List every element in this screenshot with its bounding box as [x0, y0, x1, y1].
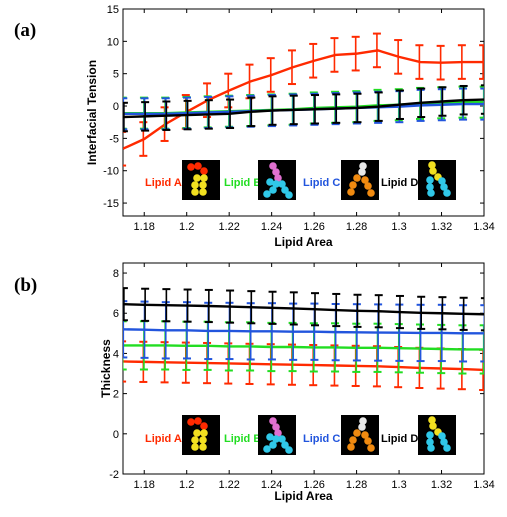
x-tick-label: 1.3 [391, 479, 406, 491]
series-lipid-d [123, 287, 484, 332]
x-tick-label: 1.18 [134, 221, 155, 233]
x-axis-label: Lipid Area [274, 235, 333, 249]
y-tick-label: -10 [103, 166, 119, 178]
series-line [123, 100, 484, 115]
legend-entry: Lipid B [224, 433, 261, 445]
y-axis-label: Thickness [99, 339, 113, 398]
y-tick-label: 8 [113, 268, 119, 280]
y-tick-label: 15 [107, 4, 119, 16]
y-tick-label: 2 [113, 389, 119, 401]
series-line [123, 49, 484, 150]
x-tick-label: 1.28 [346, 479, 367, 491]
x-tick-label: 1.28 [346, 221, 367, 233]
series-lipid-b [123, 85, 484, 130]
y-tick-label: 0 [113, 101, 119, 113]
legend: Lipid A Lipid B Lipid C Lipid D [138, 158, 460, 202]
y-tick-label: 6 [113, 308, 119, 320]
series-lipid-a [123, 32, 484, 167]
x-tick-label: 1.3 [391, 221, 406, 233]
plot-area [123, 287, 484, 392]
y-tick-label: 0 [113, 429, 119, 441]
legend-entry: Lipid A [145, 433, 182, 445]
lipid-icon-c [341, 160, 379, 200]
panel-a: (a) 1.18 1.2 1.22 1.24 1.26 1.28 1.3 1.32 1.34 -15… [14, 4, 495, 249]
series-line [123, 328, 484, 335]
panel-label: (b) [14, 275, 37, 296]
x-tick-label: 1.22 [218, 221, 239, 233]
x-tick-label: 1.26 [303, 479, 324, 491]
y-tick-label: -2 [109, 469, 119, 481]
y-tick-label: 5 [113, 69, 119, 81]
y-tick-label: -5 [109, 133, 119, 145]
series-lipid-c [123, 300, 484, 363]
legend-entry: Lipid D [381, 433, 418, 445]
lipid-icon-b [258, 160, 296, 200]
y-tick-label: -15 [103, 198, 119, 210]
series-line [123, 98, 484, 119]
series-line [123, 360, 484, 372]
y-axis-label: Interfacial Tension [85, 60, 99, 165]
x-axis-label: Lipid Area [274, 489, 333, 503]
lipid-icon-c [341, 415, 379, 455]
panel-b: (b) 1.18 1.2 1.22 1.24 1.26 1.28 1.3 1.32 1.34 -2 0… [14, 262, 495, 503]
series-line [123, 303, 484, 316]
y-tick-label: 10 [107, 36, 119, 48]
legend: Lipid A Lipid B Lipid C Lipid D [138, 413, 460, 457]
legend-entry: Lipid D [381, 177, 418, 189]
y-tick-label: 4 [113, 348, 119, 360]
x-tick-label: 1.24 [261, 221, 282, 233]
lipid-icon-b [258, 415, 296, 455]
legend-entry: Lipid C [303, 177, 340, 189]
lipid-icon-a [182, 160, 220, 200]
x-tick-label: 1.32 [431, 479, 452, 491]
x-tick-label: 1.24 [261, 479, 282, 491]
lipid-icon-a [182, 415, 220, 455]
legend-entry: Lipid B [224, 177, 261, 189]
x-tick-label: 1.26 [303, 221, 324, 233]
x-tick-label: 1.32 [431, 221, 452, 233]
x-tick-label: 1.34 [473, 221, 494, 233]
legend-entry: Lipid A [145, 177, 182, 189]
x-tick-label: 1.22 [218, 479, 239, 491]
lipid-icon-d [418, 415, 456, 455]
x-tick-label: 1.2 [179, 221, 194, 233]
plot-area [123, 32, 484, 167]
lipid-icon-d [418, 160, 456, 200]
x-tick-label: 1.18 [134, 479, 155, 491]
series-lipid-d [123, 84, 484, 133]
x-tick-label: 1.34 [473, 479, 494, 491]
panel-label: (a) [14, 20, 36, 41]
legend-entry: Lipid C [303, 433, 340, 445]
series-line [123, 344, 484, 351]
x-tick-label: 1.2 [179, 479, 194, 491]
